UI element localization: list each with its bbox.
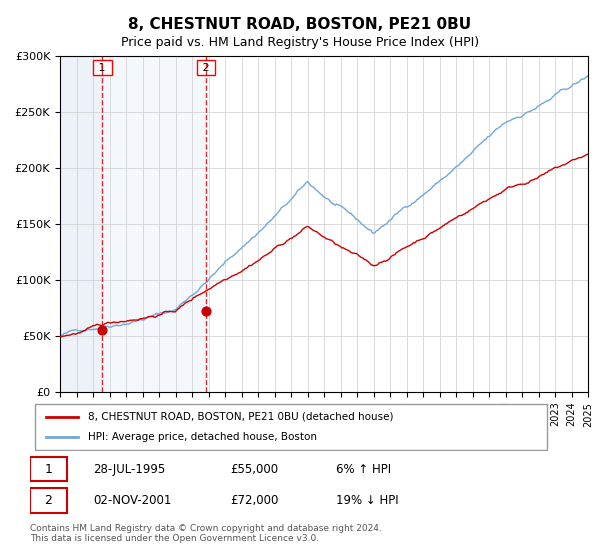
Text: £55,000: £55,000 (230, 463, 279, 475)
Text: 19% ↓ HPI: 19% ↓ HPI (336, 494, 399, 507)
Text: 1: 1 (44, 463, 52, 475)
Bar (103, 56, 206, 392)
Bar (60, 56, 103, 392)
FancyBboxPatch shape (35, 404, 547, 450)
Text: 28-JUL-1995: 28-JUL-1995 (94, 463, 166, 475)
Text: 2: 2 (199, 63, 213, 73)
Text: 8, CHESTNUT ROAD, BOSTON, PE21 0BU (detached house): 8, CHESTNUT ROAD, BOSTON, PE21 0BU (deta… (88, 412, 394, 422)
Point (98, 326, 107, 335)
Text: 8, CHESTNUT ROAD, BOSTON, PE21 0BU: 8, CHESTNUT ROAD, BOSTON, PE21 0BU (128, 17, 472, 32)
Text: 6% ↑ HPI: 6% ↑ HPI (336, 463, 391, 475)
Text: Price paid vs. HM Land Registry's House Price Index (HPI): Price paid vs. HM Land Registry's House … (121, 36, 479, 49)
Text: £72,000: £72,000 (230, 494, 279, 507)
Text: 1: 1 (95, 63, 109, 73)
FancyBboxPatch shape (30, 457, 67, 481)
FancyBboxPatch shape (30, 488, 67, 513)
Text: 2: 2 (44, 494, 52, 507)
Text: 02-NOV-2001: 02-NOV-2001 (94, 494, 172, 507)
Text: Contains HM Land Registry data © Crown copyright and database right 2024.
This d: Contains HM Land Registry data © Crown c… (30, 524, 382, 543)
Text: HPI: Average price, detached house, Boston: HPI: Average price, detached house, Bost… (88, 432, 317, 442)
Point (201, 307, 211, 316)
